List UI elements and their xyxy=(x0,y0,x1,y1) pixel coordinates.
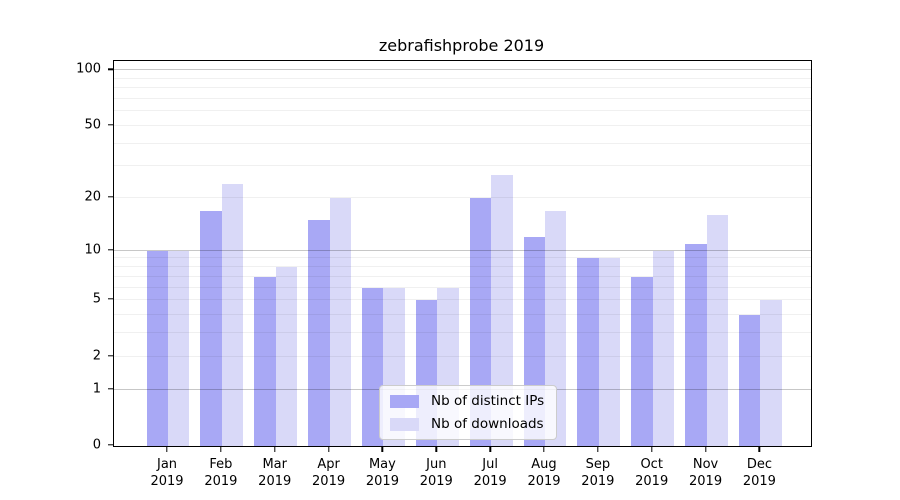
bar-jan-distinct-ips xyxy=(146,250,168,446)
legend-swatch-downloads xyxy=(390,417,419,431)
bar-sep-downloads xyxy=(598,258,621,446)
legend-item-distinct-ips: Nb of distinct IPs xyxy=(390,393,544,409)
x-tick-label-jan: Jan 2019 xyxy=(150,456,184,489)
bar-nov-distinct-ips xyxy=(685,243,707,446)
y-tick-label-20: 20 xyxy=(84,189,101,205)
y-tick-label-50: 50 xyxy=(84,117,101,133)
x-tick-mark-feb xyxy=(220,446,222,452)
bar-mar-downloads xyxy=(275,267,298,446)
legend: Nb of distinct IPs Nb of downloads xyxy=(379,385,558,440)
x-tick-mark-mar xyxy=(274,446,276,452)
x-tick-label-jul: Jul 2019 xyxy=(473,456,507,489)
y-tick-label-5: 5 xyxy=(92,291,101,307)
bar-jan-downloads xyxy=(168,250,190,446)
y-tick-mark-0 xyxy=(108,444,113,446)
legend-label-downloads: Nb of downloads xyxy=(431,416,544,432)
x-tick-label-dec: Dec 2019 xyxy=(742,456,776,489)
bar-nov-downloads xyxy=(706,215,728,446)
x-tick-label-nov: Nov 2019 xyxy=(689,456,723,489)
bar-jul-downloads xyxy=(491,174,513,446)
y-tick-mark-10 xyxy=(108,249,113,251)
x-tick-label-sep: Sep 2019 xyxy=(581,456,615,489)
x-tick-mark-apr xyxy=(327,446,330,452)
legend-item-downloads: Nb of downloads xyxy=(390,416,544,432)
y-tick-label-100: 100 xyxy=(76,61,101,77)
legend-swatch-distinct-ips xyxy=(390,394,419,408)
chart-title: zebrafishprobe 2019 xyxy=(378,36,545,55)
x-tick-mark-jun xyxy=(435,446,437,452)
bar-oct-downloads xyxy=(652,250,675,446)
x-tick-label-may: May 2019 xyxy=(365,456,399,489)
y-tick-mark-1 xyxy=(108,387,113,390)
x-tick-mark-aug xyxy=(543,446,545,452)
y-tick-mark-5 xyxy=(108,298,113,300)
bar-jul-distinct-ips xyxy=(469,198,492,446)
y-tick-mark-2 xyxy=(108,354,113,357)
bar-sep-distinct-ips xyxy=(577,258,599,446)
plot-area: Nb of distinct IPs Nb of downloads xyxy=(113,60,812,447)
legend-label-distinct-ips: Nb of distinct IPs xyxy=(431,393,545,409)
y-tick-label-0: 0 xyxy=(92,437,101,453)
x-tick-label-oct: Oct 2019 xyxy=(635,456,669,489)
x-tick-label-apr: Apr 2019 xyxy=(312,456,346,489)
bar-feb-distinct-ips xyxy=(200,210,222,446)
bar-feb-downloads xyxy=(221,183,244,446)
bar-may-distinct-ips xyxy=(361,287,384,446)
x-tick-mark-sep xyxy=(597,446,599,452)
x-tick-mark-jan xyxy=(166,446,168,452)
bar-mar-distinct-ips xyxy=(254,276,276,446)
x-tick-label-aug: Aug 2019 xyxy=(527,456,561,489)
y-tick-mark-20 xyxy=(108,196,113,198)
x-axis: Jan 2019 Feb 2019 Mar 2019 Apr 2019 May 2019 Jun 20… xyxy=(113,446,810,500)
x-tick-mark-dec xyxy=(758,446,761,452)
y-tick-mark-100 xyxy=(108,68,113,70)
x-tick-mark-jul xyxy=(489,446,491,452)
bar-dec-downloads xyxy=(760,300,782,446)
x-tick-label-mar: Mar 2019 xyxy=(258,456,292,489)
y-tick-label-2: 2 xyxy=(92,348,101,364)
bar-dec-distinct-ips xyxy=(738,314,761,446)
y-tick-label-1: 1 xyxy=(92,381,101,397)
y-tick-label-10: 10 xyxy=(84,242,101,258)
bar-apr-downloads xyxy=(329,198,352,446)
x-tick-label-feb: Feb 2019 xyxy=(204,456,238,489)
x-tick-mark-nov xyxy=(704,446,707,452)
bar-oct-distinct-ips xyxy=(631,276,653,446)
x-tick-mark-oct xyxy=(650,446,653,452)
bar-apr-distinct-ips xyxy=(308,220,330,446)
y-axis: 0 1 2 5 10 20 50 100 xyxy=(0,60,113,452)
x-tick-mark-may xyxy=(381,446,384,452)
y-tick-mark-50 xyxy=(108,124,113,126)
x-tick-label-jun: Jun 2019 xyxy=(419,456,453,489)
